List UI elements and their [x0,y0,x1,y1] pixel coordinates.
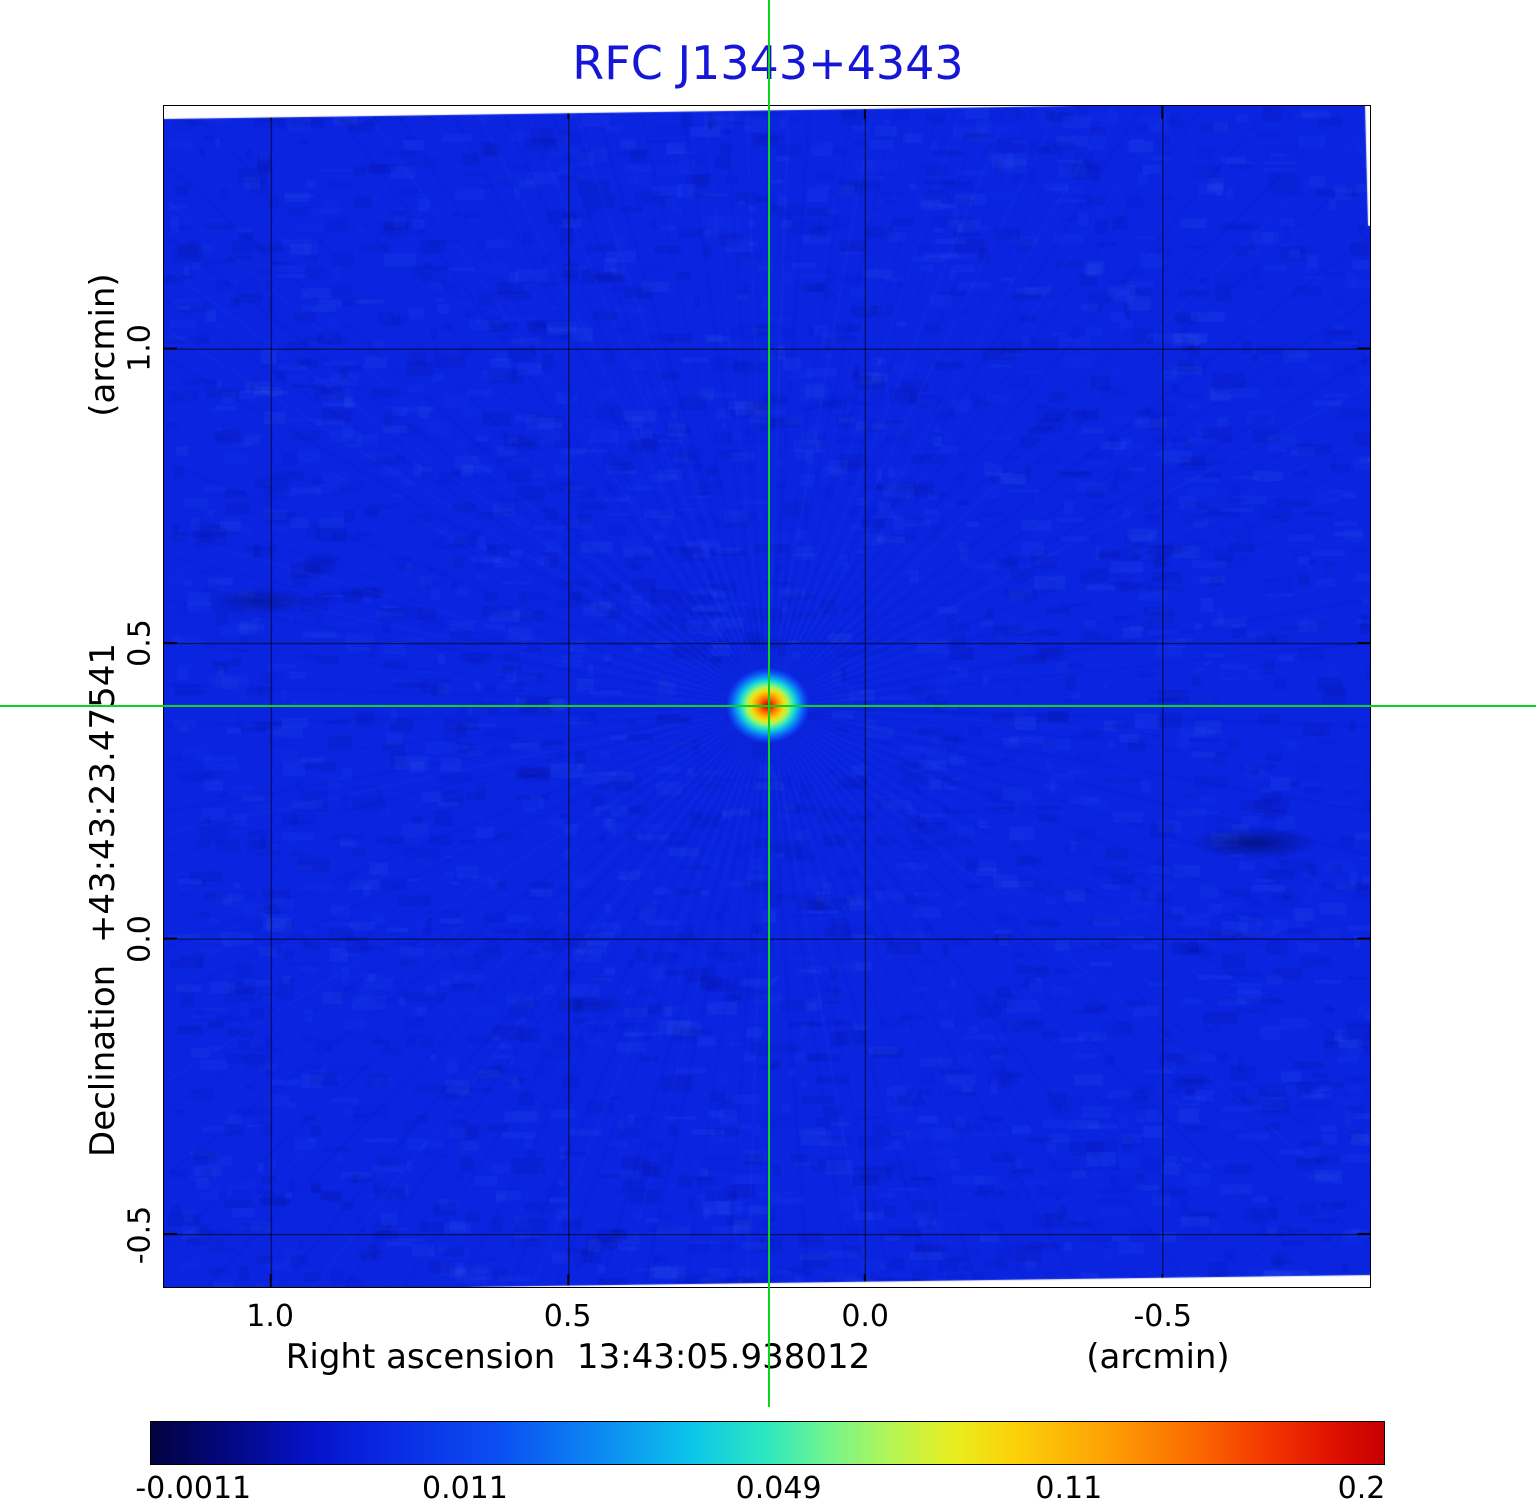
x-tick-label: 0.5 [543,1299,592,1334]
y-tick-label: -0.5 [122,1205,158,1265]
y-tick-label: 0.5 [122,619,158,668]
colorbar-tick-label: 0.2 [1337,1471,1386,1506]
sky-map-plot [163,105,1371,1288]
crosshair-horizontal-line [0,705,1536,707]
x-tick-label: 1.0 [246,1299,294,1334]
y-tick-label: 0.0 [122,915,158,963]
x-tick-label: 0.0 [841,1299,890,1334]
colorbar-tick-label: 0.11 [1035,1471,1103,1506]
colorbar-tick-label: 0.011 [421,1471,508,1506]
colorbar-tick-label: -0.0011 [135,1471,252,1506]
x-tick-label: -0.5 [1133,1299,1192,1334]
crosshair-vertical-line [768,0,770,1407]
sky-map-canvas [164,106,1370,1287]
y-axis-unit-label: (arcmin) [83,273,123,417]
x-axis-label: Right ascension 13:43:05.938012 [285,1337,871,1377]
y-tick-label: 1.0 [122,323,158,372]
x-axis-unit-label: (arcmin) [1086,1337,1230,1377]
y-axis-label: Declination +43:43:23.47541 [83,643,123,1157]
colorbar [150,1421,1385,1465]
colorbar-tick-label: 0.049 [735,1471,822,1506]
